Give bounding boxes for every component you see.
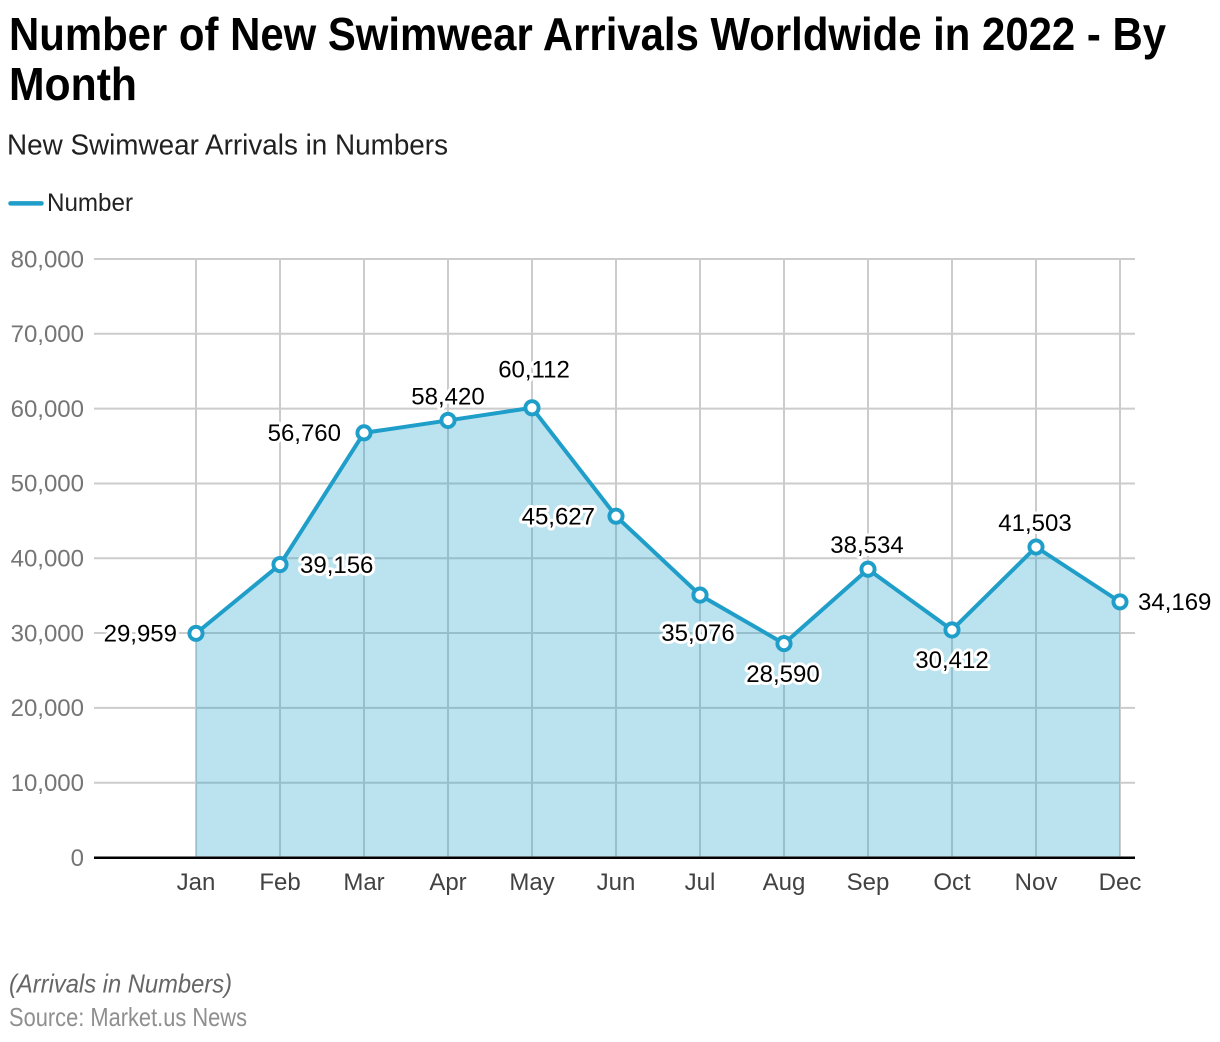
svg-text:35,076: 35,076: [661, 620, 734, 647]
svg-text:May: May: [509, 869, 554, 896]
svg-text:60,000: 60,000: [11, 396, 84, 423]
svg-text:Jan: Jan: [177, 869, 216, 896]
svg-text:Dec: Dec: [1099, 869, 1142, 896]
svg-text:29,959: 29,959: [104, 621, 177, 648]
svg-text:70,000: 70,000: [11, 321, 84, 348]
svg-text:50,000: 50,000: [11, 471, 84, 498]
svg-text:30,000: 30,000: [11, 620, 84, 647]
svg-text:60,112: 60,112: [498, 356, 570, 383]
svg-text:Jun: Jun: [597, 869, 636, 896]
svg-text:New Swimwear Arrivals in Numbe: New Swimwear Arrivals in Numbers: [7, 130, 448, 162]
svg-text:Sep: Sep: [847, 869, 890, 896]
svg-text:39,156: 39,156: [300, 552, 373, 579]
svg-text:Oct: Oct: [933, 869, 971, 896]
svg-text:Number: Number: [47, 189, 133, 217]
svg-text:34,169: 34,169: [1138, 589, 1211, 616]
svg-text:10,000: 10,000: [11, 770, 84, 797]
svg-text:38,534: 38,534: [830, 532, 903, 559]
svg-text:Nov: Nov: [1015, 869, 1058, 896]
svg-text:Aug: Aug: [763, 869, 806, 896]
svg-text:40,000: 40,000: [11, 546, 84, 573]
svg-text:Feb: Feb: [259, 869, 300, 896]
svg-text:0: 0: [71, 845, 84, 872]
svg-text:41,503: 41,503: [998, 510, 1071, 537]
svg-text:Month: Month: [9, 58, 137, 110]
svg-text:58,420: 58,420: [411, 383, 484, 410]
svg-text:45,627: 45,627: [522, 503, 595, 530]
svg-text:Apr: Apr: [429, 869, 466, 896]
svg-text:80,000: 80,000: [11, 246, 84, 273]
svg-text:(Arrivals in Numbers): (Arrivals in Numbers): [9, 969, 232, 999]
svg-text:20,000: 20,000: [11, 695, 84, 722]
svg-text:Jul: Jul: [685, 869, 716, 896]
svg-text:28,590: 28,590: [746, 661, 819, 688]
svg-text:56,760: 56,760: [268, 420, 341, 447]
svg-text:Source: Market.us News: Source: Market.us News: [9, 1002, 247, 1032]
svg-text:Number of New Swimwear Arrival: Number of New Swimwear Arrivals Worldwid…: [9, 8, 1166, 60]
svg-text:30,412: 30,412: [915, 647, 988, 674]
svg-text:Mar: Mar: [343, 869, 384, 896]
